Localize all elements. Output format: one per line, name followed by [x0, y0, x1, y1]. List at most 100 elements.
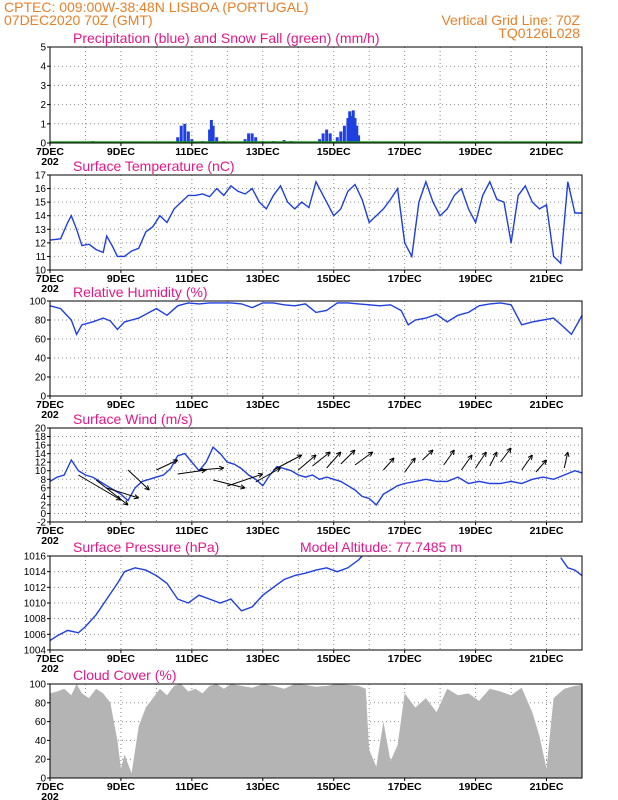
wind-arrow-head	[350, 449, 356, 455]
x-tick-label: 15DEC	[317, 146, 351, 158]
header-model: TQ0126L028	[498, 25, 580, 41]
wind-arrow-head	[325, 451, 331, 457]
y-tick-label: 15	[35, 198, 47, 209]
wind-arrow-head	[367, 451, 374, 457]
y-tick-label: 8	[40, 475, 46, 486]
y-tick-label: 14	[35, 211, 47, 222]
y-tick-label: 6	[40, 483, 46, 494]
panel-frame	[49, 555, 583, 651]
x-tick-label: 7DEC	[36, 525, 64, 537]
wind-arrow	[404, 457, 416, 473]
y-tick-label: 12	[35, 238, 47, 249]
x-year-label: 202	[41, 409, 59, 421]
x-tick-label: 11DEC	[175, 653, 209, 665]
x-tick-label: 17DEC	[388, 273, 422, 285]
x-tick-label: 11DEC	[175, 781, 209, 793]
x-year-label: 202	[41, 791, 59, 800]
x-year-label: 202	[41, 283, 59, 295]
wind-arrow-head	[296, 454, 303, 460]
y-tick-label: 4	[40, 492, 46, 503]
precip-bar	[176, 137, 180, 143]
y-tick-label: 12	[35, 458, 47, 469]
precip-bar	[247, 133, 251, 143]
panel-title: Surface Temperature (nC)	[73, 158, 235, 174]
y-tick-label: 1	[40, 119, 46, 130]
panel-0: 0 1 2 3 4 5 7DEC 9DEC 11DEC 13DEC 15DEC 17DEC 19DEC 2…	[36, 30, 583, 168]
y-tick-label: 80	[35, 698, 47, 709]
wind-arrow	[535, 459, 547, 473]
x-tick-label: 15DEC	[317, 273, 351, 285]
wind-arrow	[213, 479, 246, 489]
y-tick-label: 17	[35, 171, 47, 182]
panel-2: 0 20 40 60 80 100 7DEC 9DEC 11DEC 13DEC 15DEC 17DEC…	[29, 284, 583, 421]
x-year-label: 202	[41, 663, 59, 675]
x-year-label: 202	[41, 156, 59, 168]
x-tick-label: 13DEC	[246, 525, 280, 537]
y-tick-label: 20	[35, 373, 47, 384]
y-tick-label: 16	[35, 441, 47, 452]
precip-bar	[183, 123, 187, 143]
y-tick-label: 0	[40, 509, 46, 520]
panel-title: Relative Humidity (%)	[73, 284, 208, 300]
precip-bar	[186, 131, 190, 143]
precip-bar	[349, 116, 353, 143]
precip-bar	[355, 125, 359, 143]
x-tick-label: 13DEC	[246, 781, 280, 793]
wind-arrow-head	[336, 451, 342, 457]
y-tick-label: 0	[40, 774, 46, 785]
wind-arrow-head	[133, 494, 140, 500]
series-line	[49, 302, 583, 336]
series-line	[49, 446, 583, 506]
y-tick-label: 18	[35, 432, 47, 443]
y-tick-label: 80	[35, 316, 47, 327]
wind-arrow-head	[240, 484, 246, 490]
y-tick-label: 1004	[24, 646, 47, 657]
wind-arrow-head	[506, 447, 512, 453]
panel-frame	[49, 427, 583, 523]
wind-arrow	[297, 454, 317, 471]
x-tick-label: 15DEC	[317, 399, 351, 411]
y-tick-label: 100	[29, 680, 46, 691]
panel-title: Precipitation (blue) and Snow Fall (gree…	[73, 30, 380, 46]
y-tick-label: 11	[36, 252, 47, 263]
x-tick-label: 21DEC	[530, 781, 564, 793]
x-tick-label: 9DEC	[107, 146, 135, 158]
panel-title: Cloud Cover (%)	[73, 667, 176, 683]
precip-bar	[190, 139, 194, 143]
wind-arrow	[521, 454, 533, 471]
wind-arrow-head	[410, 457, 416, 464]
wind-arrow-head	[122, 500, 129, 506]
y-tick-label: -2	[37, 518, 46, 529]
wind-arrow-head	[311, 454, 317, 460]
wind-arrows	[78, 447, 570, 506]
wind-arrow	[78, 474, 122, 501]
y-tick-label: 1010	[24, 599, 47, 610]
wind-arrow	[127, 469, 150, 491]
x-tick-label: 17DEC	[388, 399, 422, 411]
wind-arrow	[273, 454, 303, 471]
x-tick-label: 11DEC	[175, 273, 209, 285]
x-tick-label: 11DEC	[175, 399, 209, 411]
wind-arrow	[563, 451, 569, 469]
x-tick-label: 17DEC	[388, 653, 422, 665]
x-tick-label: 11DEC	[175, 525, 209, 537]
x-tick-label: 7DEC	[36, 273, 64, 285]
precip-bar	[211, 125, 215, 143]
x-tick-label: 21DEC	[530, 146, 564, 158]
precip-bar	[318, 139, 322, 143]
precip-bar	[243, 139, 247, 143]
wind-arrow-head	[564, 451, 570, 458]
y-tick-label: 13	[35, 225, 47, 236]
y-tick-label: 1008	[24, 614, 47, 625]
x-tick-label: 11DEC	[175, 146, 209, 158]
y-tick-label: 0	[40, 392, 46, 403]
x-tick-label: 9DEC	[107, 781, 135, 793]
y-tick-label: 4	[40, 62, 46, 73]
x-tick-label: 17DEC	[388, 781, 422, 793]
x-tick-label: 21DEC	[530, 653, 564, 665]
wind-arrow-head	[449, 449, 455, 455]
y-tick-label: 40	[35, 736, 47, 747]
y-tick-label: 40	[35, 354, 47, 365]
